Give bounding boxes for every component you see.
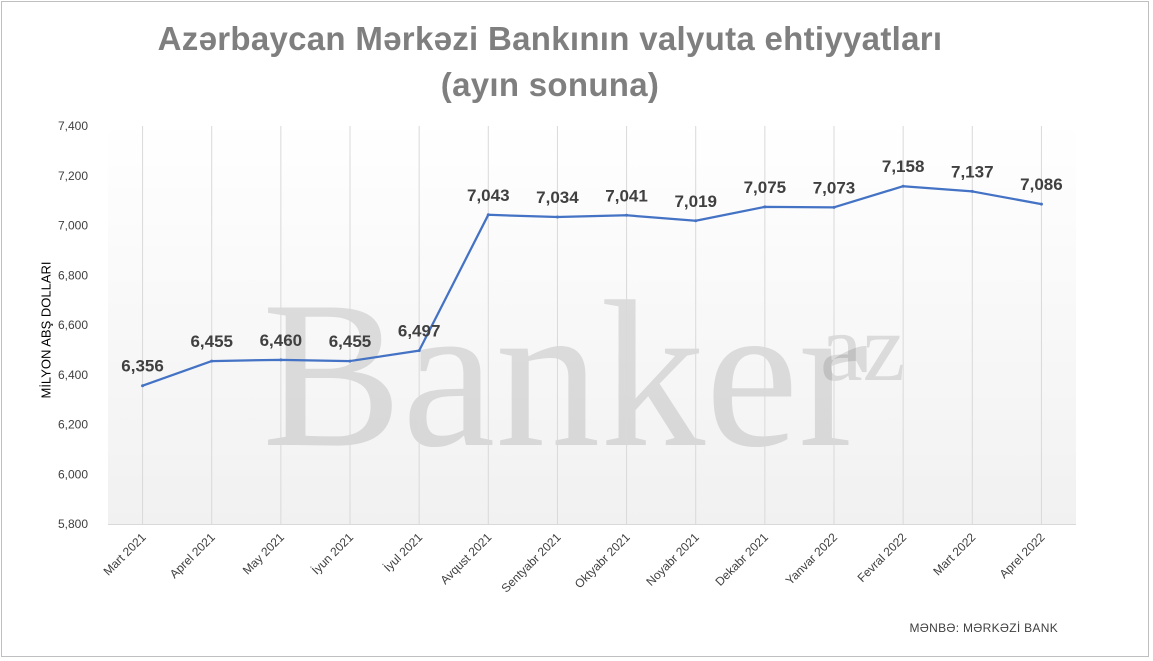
x-tick-label: Mart 2021 — [101, 530, 149, 578]
x-tick-label: Aprel 2022 — [997, 530, 1048, 581]
data-label: 7,137 — [951, 162, 994, 181]
data-point — [279, 358, 283, 362]
y-tick-label: 6,000 — [58, 467, 88, 481]
data-label: 7,086 — [1020, 175, 1063, 194]
x-tick-label: Mart 2022 — [930, 530, 978, 578]
data-label: 7,075 — [744, 178, 787, 197]
data-label: 7,041 — [605, 186, 648, 205]
source-note: MƏNBƏ: MƏRKƏZİ BANK — [909, 621, 1058, 635]
chart-title: Azərbaycan Mərkəzi Bankının valyuta ehti… — [157, 20, 943, 57]
data-point — [348, 359, 352, 363]
y-tick-label: 7,400 — [58, 119, 88, 133]
data-point — [210, 359, 214, 363]
x-tick-label: İyun 2021 — [309, 530, 356, 577]
data-point — [1039, 202, 1043, 206]
y-tick-label: 7,200 — [58, 169, 88, 183]
chart-subtitle: (ayın sonuna) — [440, 66, 660, 103]
x-tick-label: Dekabr 2021 — [712, 530, 771, 589]
watermark-logo: Banker — [262, 259, 869, 491]
data-point — [625, 213, 629, 217]
data-label: 6,455 — [329, 332, 372, 351]
x-tick-label: Yanvar 2022 — [783, 530, 841, 588]
data-label: 6,356 — [121, 357, 164, 376]
x-tick-label: Oktyabr 2021 — [572, 530, 633, 591]
data-point — [763, 205, 767, 209]
x-tick-label: Sentyabr 2021 — [498, 530, 563, 595]
x-tick-label: Noyabr 2021 — [643, 530, 702, 589]
series-line — [141, 185, 1043, 387]
data-label: 6,460 — [260, 331, 303, 350]
data-point — [694, 219, 698, 223]
x-tick-label: May 2021 — [240, 530, 287, 577]
data-point — [555, 215, 559, 219]
data-point — [486, 213, 490, 217]
data-label: 6,455 — [190, 332, 233, 351]
y-tick-label: 6,800 — [58, 268, 88, 282]
x-tick-label: Aprel 2021 — [167, 530, 218, 581]
data-point — [417, 349, 421, 353]
data-point — [141, 384, 145, 388]
x-tick-label: Avqust 2021 — [437, 530, 494, 587]
y-tick-label: 5,800 — [58, 517, 88, 531]
data-point — [901, 184, 905, 188]
y-tick-label: 6,200 — [58, 418, 88, 432]
y-tick-label: 6,400 — [58, 368, 88, 382]
x-tick-label: İyul 2021 — [381, 530, 426, 575]
data-label: 7,019 — [674, 192, 717, 211]
data-point — [970, 189, 974, 193]
x-tick-label: Fevral 2022 — [855, 530, 910, 585]
data-point — [832, 205, 836, 209]
data-label: 7,158 — [882, 157, 925, 176]
data-label: 7,043 — [467, 186, 510, 205]
data-label: 6,497 — [398, 322, 441, 341]
y-tick-label: 7,000 — [58, 219, 88, 233]
data-label: 7,073 — [813, 178, 856, 197]
y-tick-label: 6,600 — [58, 318, 88, 332]
data-label: 7,034 — [536, 188, 579, 207]
